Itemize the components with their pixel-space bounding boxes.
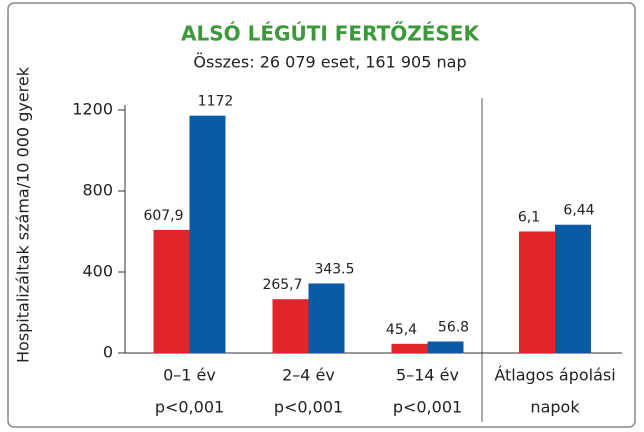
x-tick-label: Átlagos ápolási <box>494 366 615 385</box>
bar <box>519 231 555 353</box>
category-note: p<0,001 <box>393 398 462 417</box>
value-label: 1172 <box>198 94 234 110</box>
chart-subtitle: Összes: 26 079 eset, 161 905 nap <box>193 53 466 72</box>
x-tick-label: 0–1 év <box>163 366 216 385</box>
y-tick-label: 0 <box>103 343 113 362</box>
y-tick-label: 400 <box>82 262 113 281</box>
x-tick-label: napok <box>530 398 580 417</box>
category-note: p<0,001 <box>274 398 343 417</box>
y-tick-label: 800 <box>82 181 113 200</box>
value-label: 265,7 <box>262 277 302 293</box>
value-label: 6,1 <box>518 210 540 226</box>
bar <box>427 341 464 353</box>
bar <box>189 115 226 353</box>
y-tick-label: 1200 <box>72 100 113 119</box>
category-note: p<0,001 <box>155 398 224 417</box>
bar <box>272 299 309 353</box>
y-axis-label: Hospitalizáltak száma/10 000 gyerek <box>14 66 33 363</box>
x-tick-label: 2–4 év <box>282 366 335 385</box>
bar <box>153 229 190 353</box>
bar <box>555 224 591 353</box>
value-label: 343.5 <box>314 261 354 277</box>
x-tick-label: 5–14 év <box>396 366 459 385</box>
bar <box>308 283 345 353</box>
chart-title: ALSÓ LÉGÚTI FERTŐZÉSEK <box>181 22 480 46</box>
value-label: 45,4 <box>386 322 417 338</box>
value-label: 6,44 <box>563 203 594 219</box>
value-label: 607,9 <box>143 208 183 224</box>
value-label: 56.8 <box>438 319 469 335</box>
bar <box>391 343 428 353</box>
